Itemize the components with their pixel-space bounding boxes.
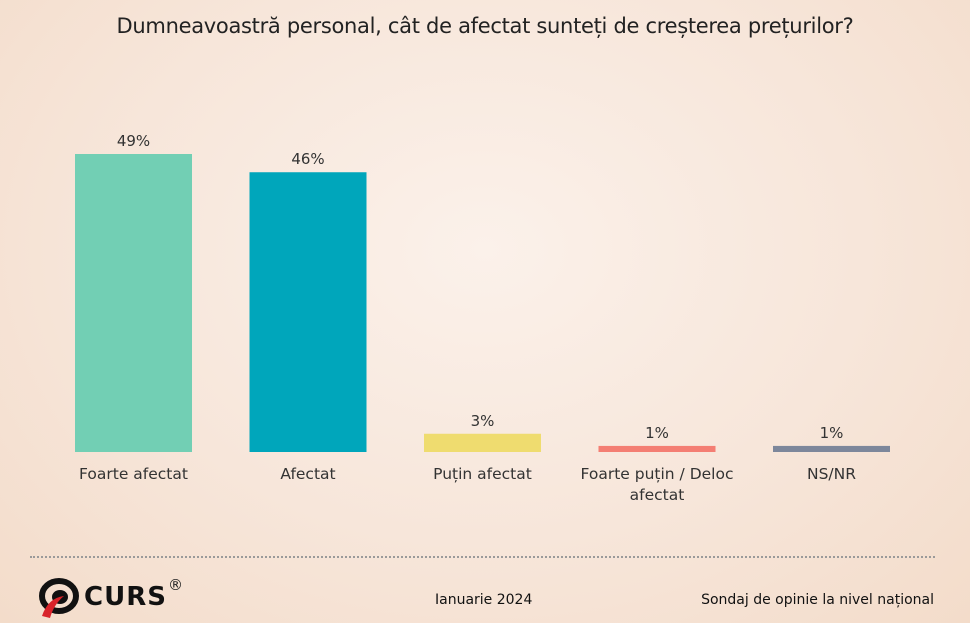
bar-4 bbox=[598, 445, 716, 452]
footer-divider bbox=[30, 556, 935, 558]
data-label-3: 3% bbox=[471, 412, 495, 430]
category-label-1: Foarte afectat bbox=[79, 465, 188, 483]
bar-chart: 49% Foarte afectat 46% Afectat 3% Puțin afect… bbox=[75, 132, 890, 504]
survey-source: Sondaj de opinie la nivel național bbox=[701, 592, 934, 608]
bar-2 bbox=[249, 172, 367, 452]
curs-logo: CURS ® bbox=[38, 576, 183, 618]
registered-mark: ® bbox=[167, 576, 183, 594]
bar-1 bbox=[75, 154, 192, 452]
category-label-5: NS/NR bbox=[807, 465, 856, 483]
category-label-4: Foarte puțin / Deloc bbox=[581, 465, 734, 483]
data-label-4: 1% bbox=[645, 424, 669, 442]
bar-5 bbox=[773, 445, 890, 452]
curs-logo-icon bbox=[39, 578, 79, 618]
category-label-2: Afectat bbox=[280, 465, 335, 483]
category-label-3: Puțin afectat bbox=[433, 465, 532, 483]
chart-title: Dumneavoastră personal, cât de afectat s… bbox=[116, 14, 854, 38]
bar-3 bbox=[424, 433, 541, 452]
data-label-5: 1% bbox=[820, 424, 844, 442]
survey-date: Ianuarie 2024 bbox=[435, 592, 533, 608]
data-label-1: 49% bbox=[117, 132, 150, 150]
category-label-4: afectat bbox=[630, 486, 685, 504]
data-label-2: 46% bbox=[291, 150, 324, 168]
logo-text: CURS bbox=[84, 582, 167, 612]
